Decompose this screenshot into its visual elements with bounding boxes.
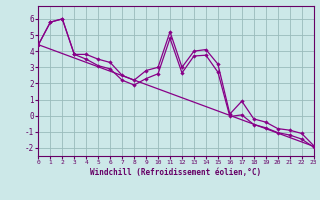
X-axis label: Windchill (Refroidissement éolien,°C): Windchill (Refroidissement éolien,°C): [91, 168, 261, 177]
